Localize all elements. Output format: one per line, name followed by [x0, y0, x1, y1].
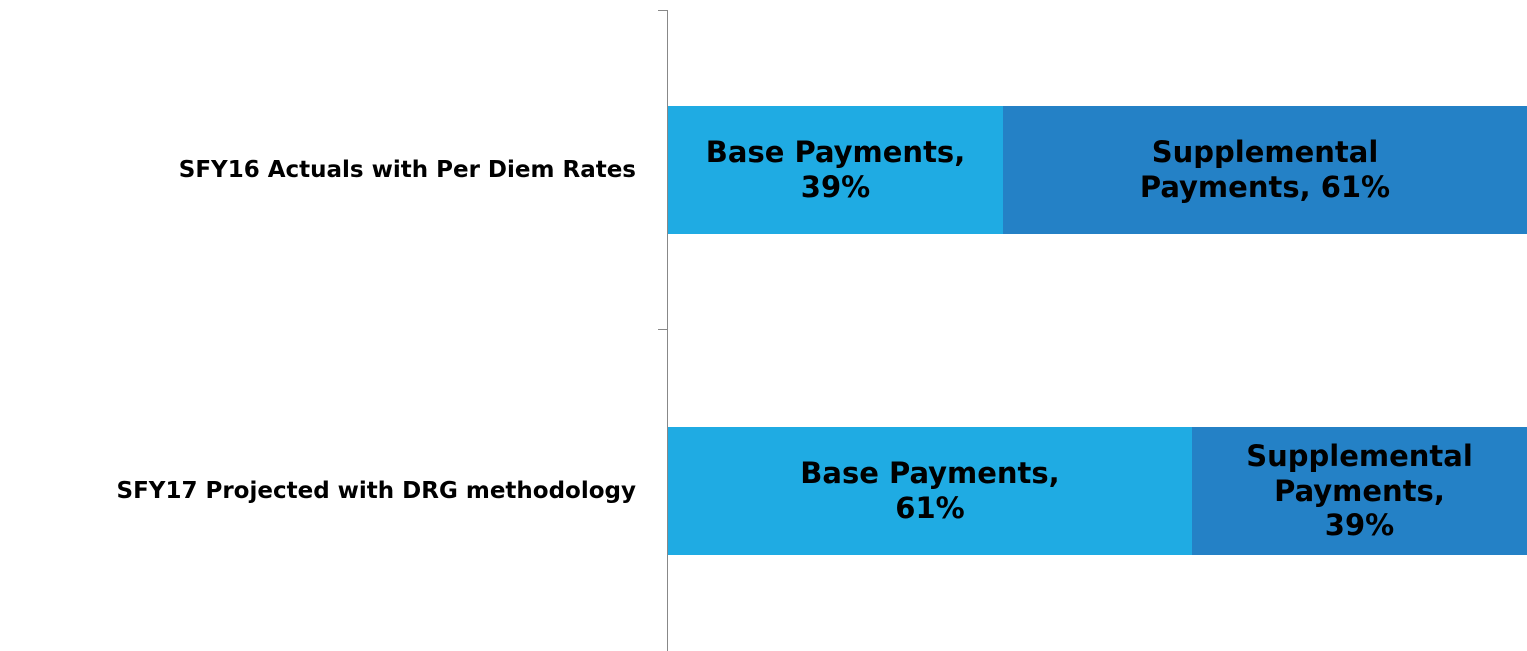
y-axis — [667, 10, 668, 651]
axis-tick — [658, 329, 667, 330]
data-label: Supplemental Payments, 39% — [1246, 438, 1473, 543]
data-label: Base Payments, 39% — [705, 135, 966, 205]
bar-segment — [1003, 106, 1527, 235]
bar-segment — [668, 426, 1192, 555]
category-label: SFY17 Projected with DRG methodology — [116, 477, 636, 504]
bar-segment — [1191, 426, 1527, 555]
category-label: SFY16 Actuals with Per Diem Rates — [178, 157, 636, 184]
data-label: Supplemental Payments, 61% — [1139, 135, 1391, 205]
data-label: Base Payments, 61% — [800, 455, 1060, 525]
axis-tick — [658, 10, 667, 11]
bar-segment — [668, 106, 1003, 235]
